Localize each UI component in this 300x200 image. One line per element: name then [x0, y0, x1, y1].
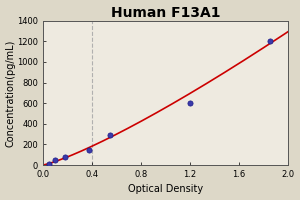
Point — [108, 134, 112, 137]
Title: Human F13A1: Human F13A1 — [111, 6, 220, 20]
Point — [188, 102, 192, 105]
Point — [62, 155, 67, 158]
X-axis label: Optical Density: Optical Density — [128, 184, 203, 194]
Point — [87, 148, 92, 151]
Point — [46, 162, 51, 166]
Point — [53, 158, 58, 161]
Point — [267, 40, 272, 43]
Y-axis label: Concentration(pg/mL): Concentration(pg/mL) — [6, 39, 16, 147]
